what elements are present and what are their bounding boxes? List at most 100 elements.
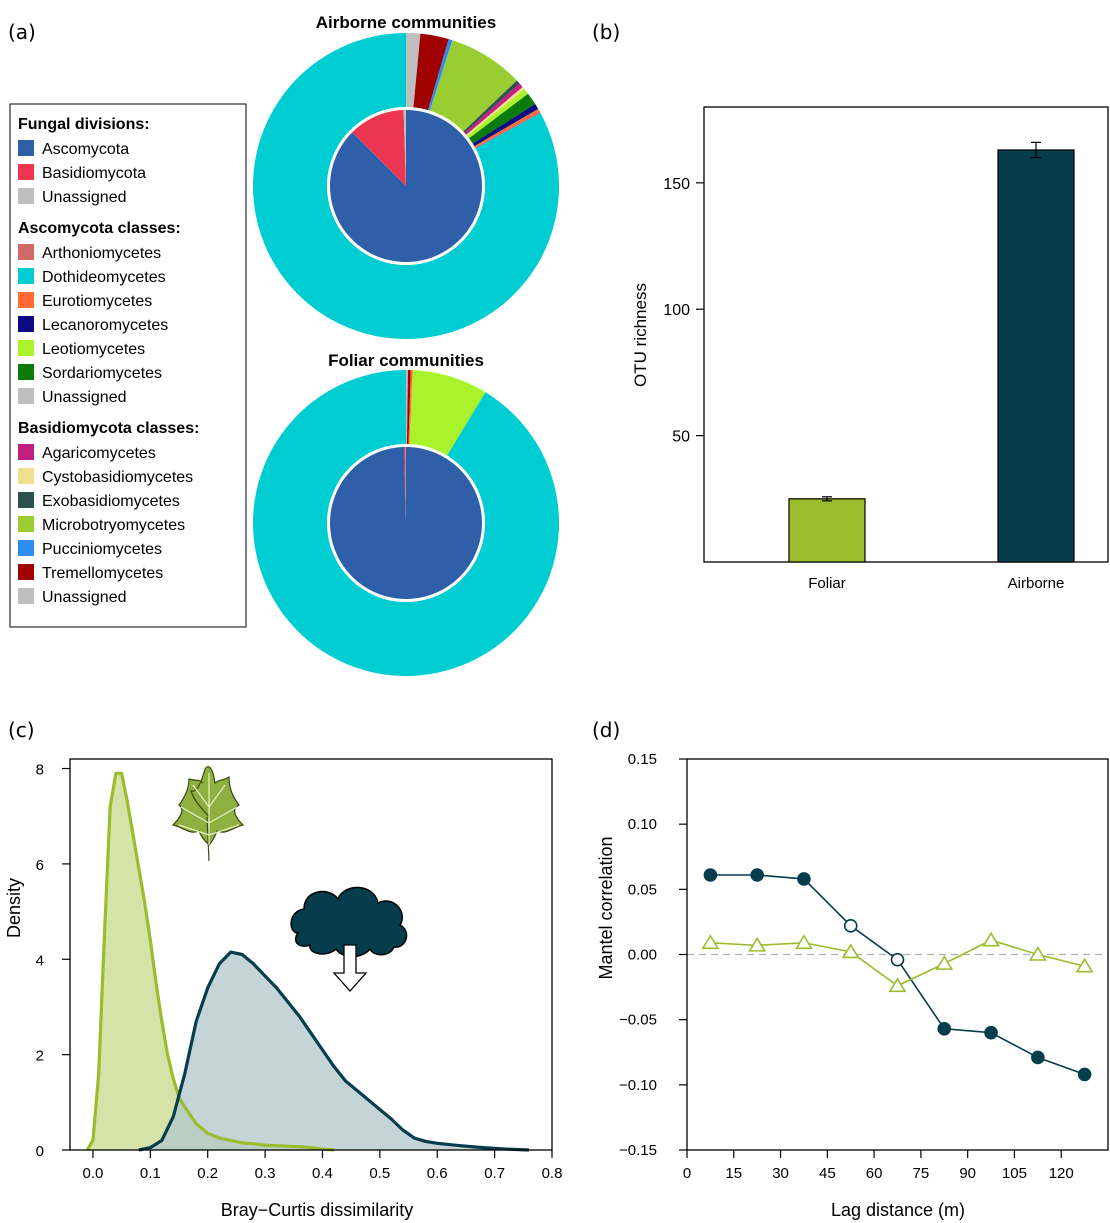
legend-swatch [18, 140, 34, 156]
legend-item-label: Unassigned [42, 389, 127, 406]
legend-swatch [18, 492, 34, 508]
pie-slice-outer [472, 104, 539, 147]
legend-item-label: Unassigned [42, 189, 127, 206]
pie-slice-inner [404, 447, 406, 523]
density-x-tick-label: 0.2 [197, 1165, 218, 1182]
airborne-pie: Airborne communities [252, 13, 559, 339]
mantel-point-triangle [888, 977, 907, 993]
pie-legend: Fungal divisions: Ascomycota Basidiomycota… [9, 103, 247, 628]
pie-slice-inner [352, 110, 406, 186]
mantel-point-circle [984, 1025, 998, 1040]
legend-item-label: Microbotryomycetes [42, 517, 185, 534]
legend-swatch [18, 340, 34, 356]
legend-swatch [18, 540, 34, 556]
mantel-point-circle [1077, 1067, 1092, 1082]
pie-slice-outer [406, 33, 421, 108]
bar-y-tick-label: 100 [663, 302, 690, 319]
legend-item-label: Lecanoromycetes [42, 317, 168, 334]
mantel-x-axis-label: Lag distance (m) [831, 1200, 965, 1220]
mantel-series-line [710, 874, 1085, 1076]
legend-box [9, 103, 247, 628]
pie-slice-outer [406, 370, 411, 445]
legend-group-title: Fungal divisions: [18, 116, 150, 133]
otu-richness-bar-chart: OTU richness 50 100 150 Foliar Airborne [631, 106, 1109, 592]
pie-slice-outer [413, 33, 449, 111]
mantel-point-circle [890, 952, 905, 967]
mantel-y-axis-label: Mantel correlation [596, 836, 616, 979]
density-y-tick-label: 2 [36, 1048, 44, 1065]
pie-slice-outer [429, 40, 517, 132]
bar-foliar [788, 498, 866, 563]
pie-slice-outer [408, 370, 413, 445]
density-x-axis-label: Bray−Curtis dissimilarity [221, 1200, 414, 1220]
dissimilarity-density-chart: Bray−Curtis dissimilarity Density 0.0 0.1… [4, 758, 563, 1220]
legend-item-label: Sordariomycetes [42, 365, 162, 382]
legend-swatch [18, 468, 34, 484]
panel-label-b: (b) [592, 20, 620, 44]
mantel-point-circle [750, 868, 764, 882]
pie-slice-outer [474, 111, 541, 149]
legend-swatch [18, 244, 34, 260]
pie-slice-inner [403, 110, 406, 186]
density-x-tick-label: 0.7 [484, 1165, 505, 1182]
density-x-tick-label: 0.5 [369, 1165, 390, 1182]
density-x-tick-label: 0.8 [542, 1165, 563, 1182]
bar-airborne [997, 149, 1075, 563]
legend-item-label: Basidiomycota [42, 165, 146, 182]
pie-slice-inner [329, 447, 482, 600]
density-x-tick-label: 0.4 [312, 1165, 333, 1182]
mantel-y-tick-label: 0.00 [628, 947, 657, 964]
airborne-pie-title: Airborne communities [316, 13, 496, 32]
foliar-pie: Foliar communities [253, 351, 559, 676]
mantel-y-tick-label: −0.15 [619, 1142, 657, 1159]
density-line [85, 771, 335, 1152]
mantel-x-tick-label: 105 [1002, 1165, 1027, 1182]
mantel-point-triangle [982, 931, 1000, 947]
density-y-tick-label: 8 [36, 762, 44, 779]
bar-category-label: Airborne [1008, 575, 1065, 592]
mantel-x-tick-label: 15 [725, 1165, 742, 1182]
mantel-x-tick-label: 120 [1049, 1165, 1074, 1182]
legend-item-label: Agaricomycetes [42, 445, 156, 462]
legend-item-label: Exobasidiomycetes [42, 493, 180, 510]
legend-swatch [18, 444, 34, 460]
pie-slice-outer [469, 93, 536, 144]
pie-slice-outer [253, 369, 559, 676]
legend-item-label: Dothideomycetes [42, 269, 166, 286]
density-line [138, 950, 530, 1152]
pie-slice-outer [464, 83, 523, 135]
mantel-point-circle [843, 919, 858, 933]
pie-slice-outer [474, 108, 540, 148]
mantel-point-circle [937, 1021, 952, 1036]
density-x-tick-label: 0.1 [140, 1165, 161, 1182]
mantel-x-tick-label: 75 [913, 1165, 930, 1182]
bar-y-axis-label: OTU richness [631, 283, 650, 387]
legend-item-label: Leotiomycetes [42, 341, 145, 358]
legend-item-label: Arthoniomycetes [42, 245, 161, 262]
mantel-point-triangle [701, 934, 720, 950]
bar-category-label: Foliar [808, 575, 846, 592]
mantel-x-tick-label: 45 [819, 1165, 836, 1182]
mantel-correlogram: Lag distance (m) Mantel correlation 0 15 3… [596, 751, 1109, 1220]
pie-slice-outer [406, 370, 408, 445]
leaf-shape [171, 766, 245, 862]
mantel-y-tick-label: −0.10 [619, 1077, 657, 1094]
down-arrow-icon [332, 944, 368, 992]
density-x-tick-label: 0.6 [427, 1165, 448, 1182]
panel-label-a: (a) [8, 20, 36, 44]
density-plot-frame [69, 758, 553, 1151]
density-y-tick-label: 4 [36, 952, 44, 969]
legend-item-label: Unassigned [42, 589, 127, 606]
mantel-y-tick-label: 0.15 [628, 751, 657, 768]
cloud-icon [290, 886, 408, 992]
density-x-tick-label: 0.0 [83, 1165, 104, 1182]
legend-swatch [18, 164, 34, 180]
pie-slice-outer [252, 33, 559, 339]
density-y-tick-label: 0 [36, 1143, 44, 1160]
legend-item-label: Tremellomycetes [42, 565, 163, 582]
foliar-pie-title: Foliar communities [328, 351, 484, 370]
pie-slice-outer [428, 39, 453, 111]
panel-label-c: (c) [8, 718, 35, 742]
mantel-x-tick-label: 90 [959, 1165, 976, 1182]
